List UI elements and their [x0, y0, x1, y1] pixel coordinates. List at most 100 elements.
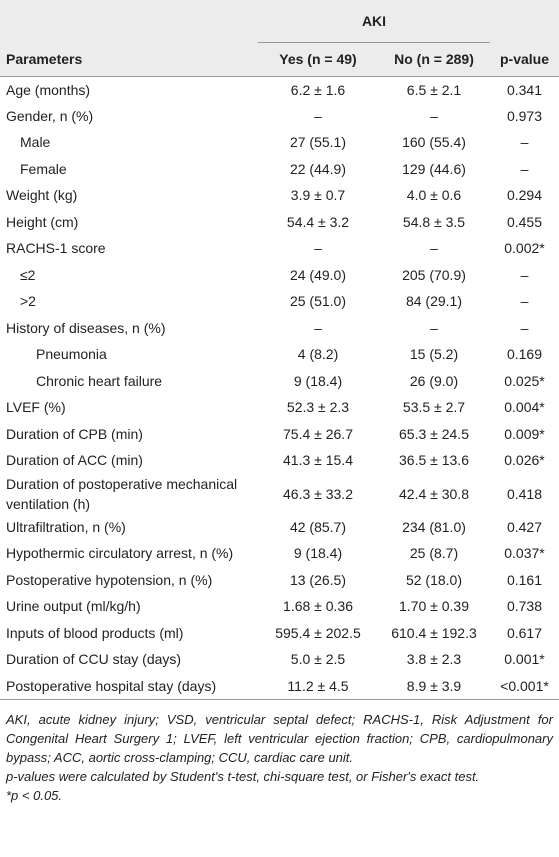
row-label: LVEF (%) [6, 399, 66, 416]
row-label: Weight (kg) [6, 187, 78, 204]
table-row: Pneumonia 4 (8.2) 15 (5.2) 0.169 [0, 341, 559, 368]
cell: 41.3 ± 15.4 [283, 452, 353, 469]
cell: 1.70 ± 0.39 [399, 598, 469, 615]
cell: 22 (44.9) [289, 160, 347, 177]
cell: 129 (44.6) [402, 160, 466, 177]
column-header: No (n = 289) [394, 51, 474, 67]
cell: 3.8 ± 2.3 [406, 651, 462, 668]
cell: 0.617 [506, 624, 543, 641]
cell: 24 (49.0) [289, 266, 347, 283]
cell: 160 (55.4) [402, 134, 466, 151]
row-label: >2 [20, 293, 36, 310]
cell: 46.3 ± 33.2 [283, 485, 353, 502]
table-row: Postoperative hospital stay (days) 11.2 ±… [0, 673, 559, 699]
cell: 6.5 ± 2.1 [406, 81, 462, 98]
cell: 6.2 ± 1.6 [290, 81, 346, 98]
table-row: Hypothermic circulatory arrest, n (%) 9 (… [0, 540, 559, 567]
cell: 4 (8.2) [297, 346, 339, 363]
row-label: Inputs of blood products (ml) [6, 624, 184, 641]
row-label: Ultrafiltration, n (%) [6, 518, 126, 535]
cell: 0.037* [504, 545, 545, 562]
cell: 54.8 ± 3.5 [402, 213, 466, 230]
column-header: p-value [499, 50, 549, 67]
cell: 8.9 ± 3.9 [406, 677, 462, 694]
data-table: AKI Parameters Yes (n = 49) No (n = 289)… [0, 0, 559, 699]
cell: 53.5 ± 2.7 [402, 399, 466, 416]
cell: 0.026* [504, 452, 545, 469]
footnote: p-values were calculated by Student's t-… [6, 768, 480, 784]
cell: 52 (18.0) [405, 571, 463, 588]
row-label: History of diseases, n (%) [6, 319, 166, 336]
cell: – [430, 240, 438, 257]
cell: 84 (29.1) [405, 293, 463, 310]
row-label: Urine output (ml/kg/h) [6, 598, 141, 615]
table-row: Chronic heart failure 9 (18.4) 26 (9.0) 0.0… [0, 368, 559, 395]
cell: 65.3 ± 24.5 [399, 425, 469, 442]
row-label: Duration of postoperative mechanical ven… [6, 475, 238, 512]
row-label: Gender, n (%) [6, 107, 94, 124]
table-row: Postoperative hypotension, n (%) 13 (26.5… [0, 567, 559, 594]
cell: 25 (8.7) [409, 545, 459, 562]
cell: – [314, 319, 322, 336]
cell: 75.4 ± 26.7 [283, 425, 353, 442]
cell: 11.2 ± 4.5 [287, 677, 349, 694]
table-row: History of diseases, n (%) – – – [0, 315, 559, 342]
table-row: RACHS-1 score – – 0.002* [0, 235, 559, 262]
table-row: Weight (kg) 3.9 ± 0.7 4.0 ± 0.6 0.294 [0, 182, 559, 209]
cell: 0.455 [506, 213, 543, 230]
cell: 42.4 ± 30.8 [399, 485, 469, 502]
footnotes: AKI, acute kidney injury; VSD, ventricul… [0, 700, 559, 805]
row-label: Height (cm) [6, 213, 79, 230]
row-label: RACHS-1 score [6, 240, 106, 257]
row-label: Postoperative hypotension, n (%) [6, 571, 213, 588]
cell: 26 (9.0) [409, 372, 459, 389]
cell: 234 (81.0) [402, 518, 466, 535]
cell: 0.973 [506, 107, 543, 124]
group-header-row: AKI [0, 0, 559, 43]
cell: 9 (18.4) [293, 372, 343, 389]
cell: 0.294 [506, 187, 543, 204]
cell: <0.001* [500, 677, 549, 694]
cell: – [520, 293, 529, 310]
cell: 0.427 [506, 518, 543, 535]
cell: 0.025* [504, 372, 545, 389]
cell: 13 (26.5) [289, 571, 347, 588]
header-row: Parameters Yes (n = 49) No (n = 289) p-v… [0, 42, 559, 76]
cell: 25 (51.0) [289, 293, 347, 310]
table-row: Urine output (ml/kg/h) 1.68 ± 0.36 1.70 ± … [0, 593, 559, 620]
column-header: Parameters [6, 50, 83, 67]
cell: 0.004* [504, 399, 545, 416]
cell: 54.4 ± 3.2 [286, 213, 350, 230]
row-label: Pneumonia [36, 346, 107, 363]
cell: 0.169 [506, 346, 543, 363]
footnote: *p < 0.05. [6, 787, 63, 803]
row-label: Hypothermic circulatory arrest, n (%) [6, 545, 234, 562]
table-row: Inputs of blood products (ml) 595.4 ± 202… [0, 620, 559, 647]
cell: 595.4 ± 202.5 [275, 624, 361, 641]
cell: 205 (70.9) [402, 266, 466, 283]
cell: – [520, 266, 529, 283]
table-row: Male 27 (55.1) 160 (55.4) – [0, 129, 559, 156]
cell: 0.001* [504, 651, 545, 668]
row-label: Chronic heart failure [36, 372, 163, 389]
row-label: Female [20, 160, 67, 177]
cell: 52.3 ± 2.3 [286, 399, 350, 416]
row-label: Duration of CCU stay (days) [6, 651, 182, 668]
cell: 0.341 [506, 81, 543, 98]
table-row: Duration of CCU stay (days) 5.0 ± 2.5 3.8 … [0, 646, 559, 673]
column-header: Yes (n = 49) [279, 51, 357, 67]
cell: 0.418 [506, 485, 543, 502]
footnote: AKI, acute kidney injury; VSD, ventricul… [6, 711, 553, 765]
cell: 4.0 ± 0.6 [406, 187, 462, 204]
table-row: ≤2 24 (49.0) 205 (70.9) – [0, 262, 559, 289]
table-body: Age (months) 6.2 ± 1.6 6.5 ± 2.1 0.341 Gende… [0, 76, 559, 699]
cell: 42 (85.7) [289, 518, 347, 535]
table-row: Female 22 (44.9) 129 (44.6) – [0, 156, 559, 183]
table-row: Age (months) 6.2 ± 1.6 6.5 ± 2.1 0.341 [0, 76, 559, 103]
table-row: Ultrafiltration, n (%) 42 (85.7) 234 (81.0… [0, 514, 559, 541]
table-row: Duration of ACC (min) 41.3 ± 15.4 36.5 ± 1… [0, 447, 559, 474]
table-row: Duration of postoperative mechanical ven… [0, 474, 559, 514]
row-label: ≤2 [20, 266, 36, 283]
cell: – [314, 107, 322, 124]
